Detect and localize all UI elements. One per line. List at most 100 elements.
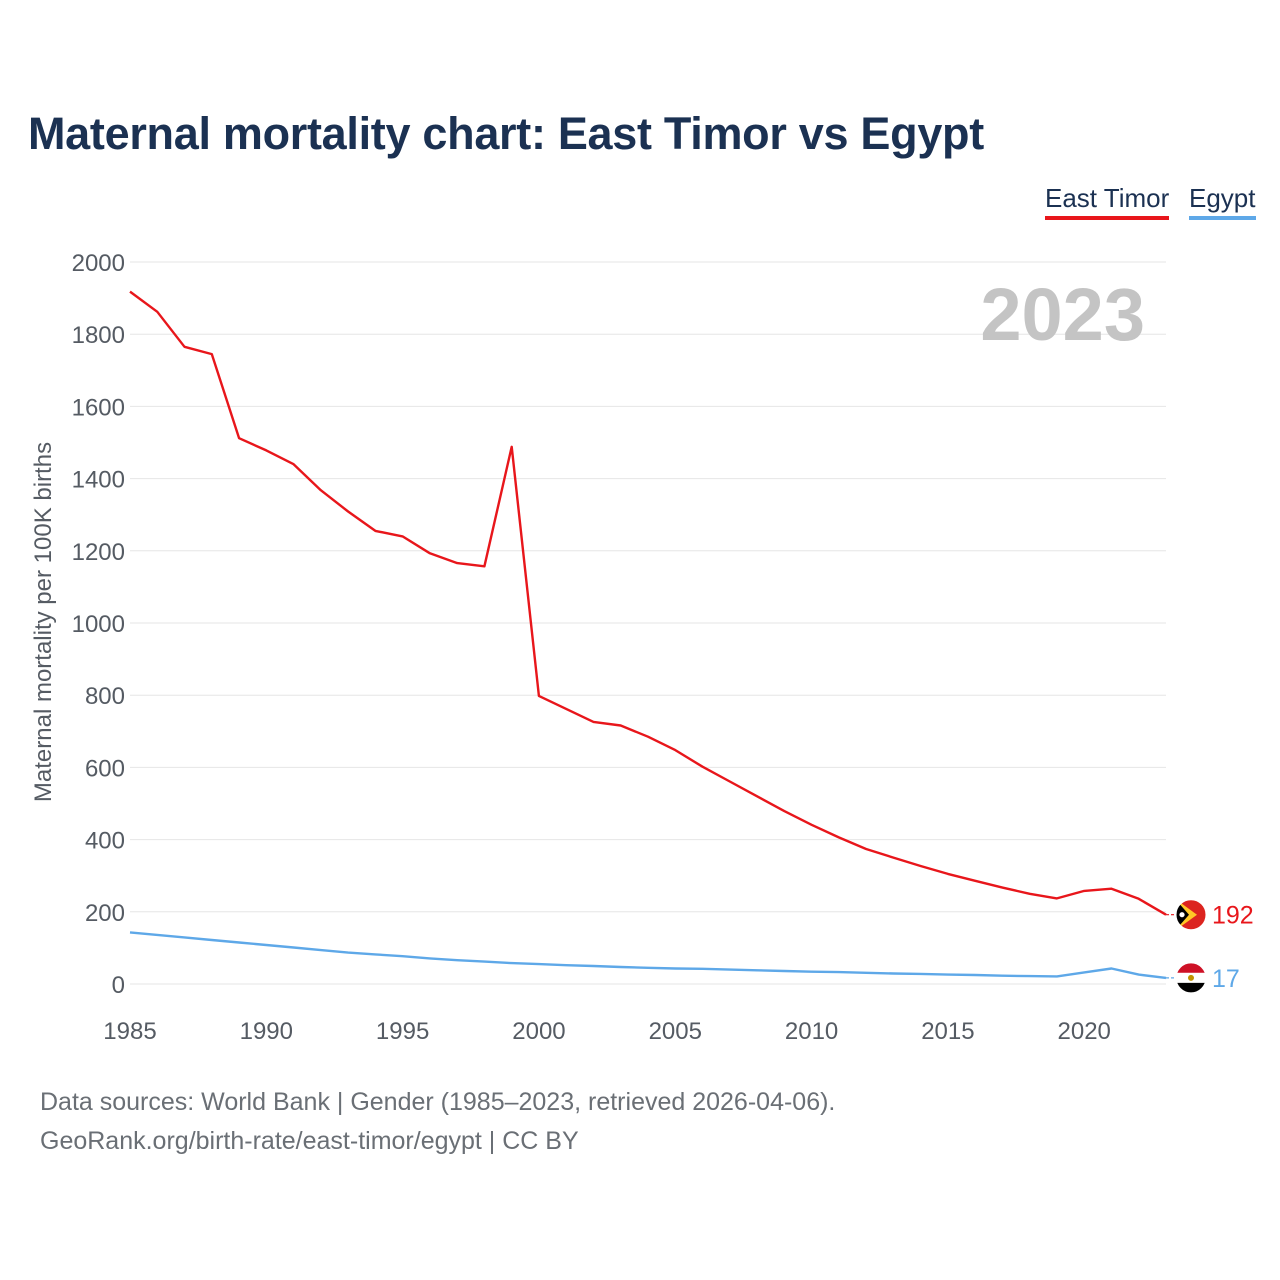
data-point-east-timor[interactable]	[509, 444, 515, 450]
data-point-egypt[interactable]	[999, 973, 1005, 979]
data-point-east-timor[interactable]	[918, 863, 924, 869]
data-point-east-timor[interactable]	[154, 309, 160, 315]
data-point-east-timor[interactable]	[727, 778, 733, 784]
y-tick-label: 2000	[72, 250, 125, 277]
data-point-egypt[interactable]	[836, 969, 842, 975]
data-point-egypt[interactable]	[509, 960, 515, 966]
data-point-egypt[interactable]	[809, 969, 815, 975]
data-point-egypt[interactable]	[781, 968, 787, 974]
data-point-egypt[interactable]	[372, 951, 378, 957]
x-tick-label: 1990	[240, 1018, 293, 1045]
x-tick-label: 1985	[103, 1018, 156, 1045]
east-timor-flag-icon	[1175, 899, 1207, 931]
data-point-east-timor[interactable]	[563, 706, 569, 712]
data-point-egypt[interactable]	[863, 970, 869, 976]
data-point-east-timor[interactable]	[972, 878, 978, 884]
data-point-east-timor[interactable]	[454, 560, 460, 566]
y-tick-label: 1800	[72, 322, 125, 349]
data-point-east-timor[interactable]	[1108, 886, 1114, 892]
data-point-egypt[interactable]	[1108, 965, 1114, 971]
source-note: Data sources: World Bank | Gender (1985–…	[40, 1088, 836, 1116]
y-axis-label: Maternal mortality per 100K births	[30, 442, 57, 802]
data-point-east-timor[interactable]	[427, 550, 433, 556]
data-point-egypt[interactable]	[754, 967, 760, 973]
data-point-east-timor[interactable]	[1027, 891, 1033, 897]
chart-title: Maternal mortality chart: East Timor vs …	[28, 108, 984, 159]
data-point-egypt[interactable]	[345, 950, 351, 956]
y-axis-ticks: 0 200 400 600 800 1000 1200 1400 1600 1800 2000	[72, 250, 125, 999]
data-point-egypt[interactable]	[154, 932, 160, 938]
data-point-east-timor[interactable]	[700, 764, 706, 770]
data-point-east-timor[interactable]	[863, 846, 869, 852]
data-point-egypt[interactable]	[945, 972, 951, 978]
data-point-egypt[interactable]	[182, 934, 188, 940]
data-point-egypt[interactable]	[1136, 972, 1142, 978]
gridlines	[130, 261, 1166, 985]
data-point-east-timor[interactable]	[536, 693, 542, 699]
data-point-east-timor[interactable]	[182, 344, 188, 350]
data-point-egypt[interactable]	[291, 945, 297, 951]
data-point-egypt[interactable]	[536, 961, 542, 967]
data-point-egypt[interactable]	[645, 965, 651, 971]
legend-item-east-timor[interactable]: East Timor	[1045, 183, 1170, 220]
data-point-egypt[interactable]	[890, 971, 896, 977]
data-point-east-timor[interactable]	[1081, 888, 1087, 894]
data-point-east-timor[interactable]	[209, 351, 215, 357]
data-point-egypt[interactable]	[427, 955, 433, 961]
data-point-east-timor[interactable]	[236, 435, 242, 441]
data-point-east-timor[interactable]	[999, 885, 1005, 891]
y-tick-label: 800	[85, 683, 125, 710]
data-point-east-timor[interactable]	[890, 855, 896, 861]
data-point-east-timor[interactable]	[318, 487, 324, 493]
legend-item-egypt[interactable]: Egypt	[1189, 183, 1256, 220]
data-point-egypt[interactable]	[700, 966, 706, 972]
data-point-egypt[interactable]	[590, 963, 596, 969]
data-point-east-timor[interactable]	[481, 563, 487, 569]
data-point-egypt[interactable]	[209, 937, 215, 943]
data-point-east-timor[interactable]	[400, 533, 406, 539]
data-point-east-timor[interactable]	[345, 508, 351, 514]
data-point-east-timor[interactable]	[754, 793, 760, 799]
end-value-label-egypt: 17	[1212, 965, 1240, 993]
end-value-label-east-timor: 192	[1212, 902, 1254, 930]
data-point-east-timor[interactable]	[127, 289, 133, 295]
y-tick-label: 200	[85, 900, 125, 927]
data-point-egypt[interactable]	[454, 957, 460, 963]
data-point-egypt[interactable]	[918, 971, 924, 977]
data-point-east-timor[interactable]	[372, 528, 378, 534]
x-tick-label: 2000	[512, 1018, 565, 1045]
x-tick-label: 1995	[376, 1018, 429, 1045]
data-point-east-timor[interactable]	[1054, 895, 1060, 901]
data-point-east-timor[interactable]	[672, 747, 678, 753]
data-point-egypt[interactable]	[563, 962, 569, 968]
source-url[interactable]: GeoRank.org/birth-rate/east-timor/egypt …	[40, 1127, 579, 1155]
y-tick-label: 1400	[72, 467, 125, 494]
data-point-egypt[interactable]	[1081, 969, 1087, 975]
data-point-east-timor[interactable]	[291, 461, 297, 467]
series-end-markers: 192 17	[1166, 899, 1254, 994]
data-point-east-timor[interactable]	[781, 808, 787, 814]
data-point-egypt[interactable]	[481, 959, 487, 965]
y-tick-label: 1200	[72, 539, 125, 566]
x-tick-label: 2010	[785, 1018, 838, 1045]
data-point-east-timor[interactable]	[590, 719, 596, 725]
data-point-east-timor[interactable]	[263, 447, 269, 453]
data-point-egypt[interactable]	[618, 964, 624, 970]
data-point-egypt[interactable]	[236, 939, 242, 945]
data-point-egypt[interactable]	[727, 967, 733, 973]
data-point-egypt[interactable]	[1027, 973, 1033, 979]
data-point-egypt[interactable]	[127, 929, 133, 935]
data-point-egypt[interactable]	[263, 942, 269, 948]
data-point-egypt[interactable]	[672, 965, 678, 971]
data-point-east-timor[interactable]	[645, 734, 651, 740]
data-point-egypt[interactable]	[400, 953, 406, 959]
data-point-east-timor[interactable]	[618, 723, 624, 729]
data-point-east-timor[interactable]	[836, 834, 842, 840]
data-point-egypt[interactable]	[318, 947, 324, 953]
data-point-east-timor[interactable]	[945, 871, 951, 877]
data-point-east-timor[interactable]	[1136, 896, 1142, 902]
data-point-egypt[interactable]	[972, 972, 978, 978]
data-point-egypt[interactable]	[1054, 973, 1060, 979]
data-point-east-timor[interactable]	[809, 822, 815, 828]
